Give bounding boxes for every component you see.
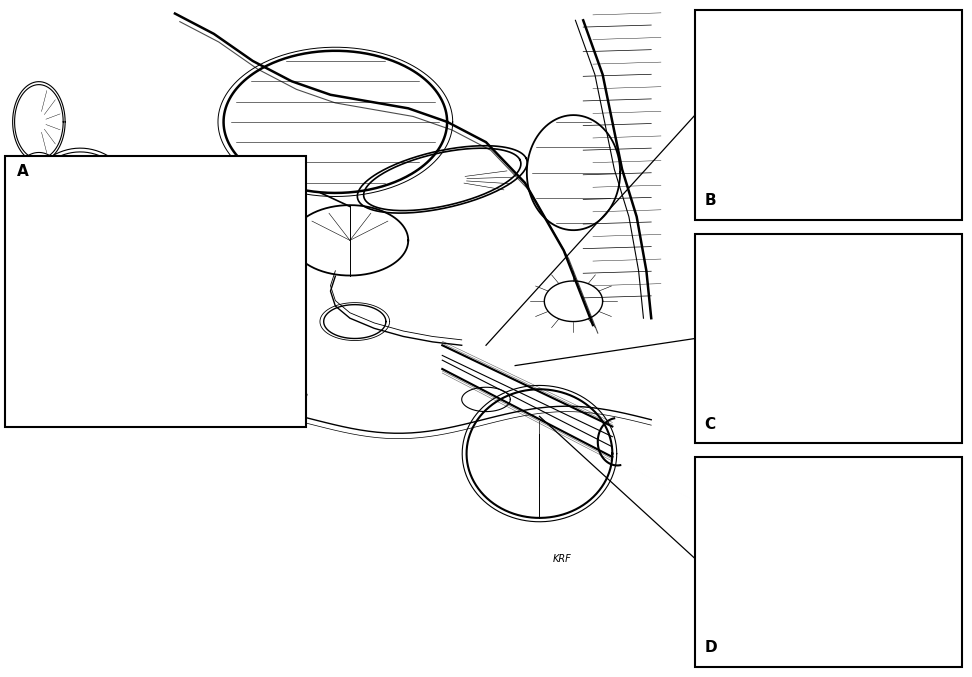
Text: A: A — [17, 164, 28, 179]
Polygon shape — [821, 150, 836, 163]
Text: muhadharaty.com: muhadharaty.com — [782, 647, 909, 660]
Bar — [695, 234, 962, 443]
Text: D: D — [705, 640, 717, 655]
Text: KRF: KRF — [552, 554, 572, 563]
Text: B: B — [705, 193, 716, 208]
Text: C: C — [705, 416, 715, 431]
Polygon shape — [819, 377, 838, 390]
Polygon shape — [821, 542, 836, 574]
Bar — [695, 10, 962, 220]
Bar — [695, 457, 962, 667]
Bar — [5, 156, 306, 427]
